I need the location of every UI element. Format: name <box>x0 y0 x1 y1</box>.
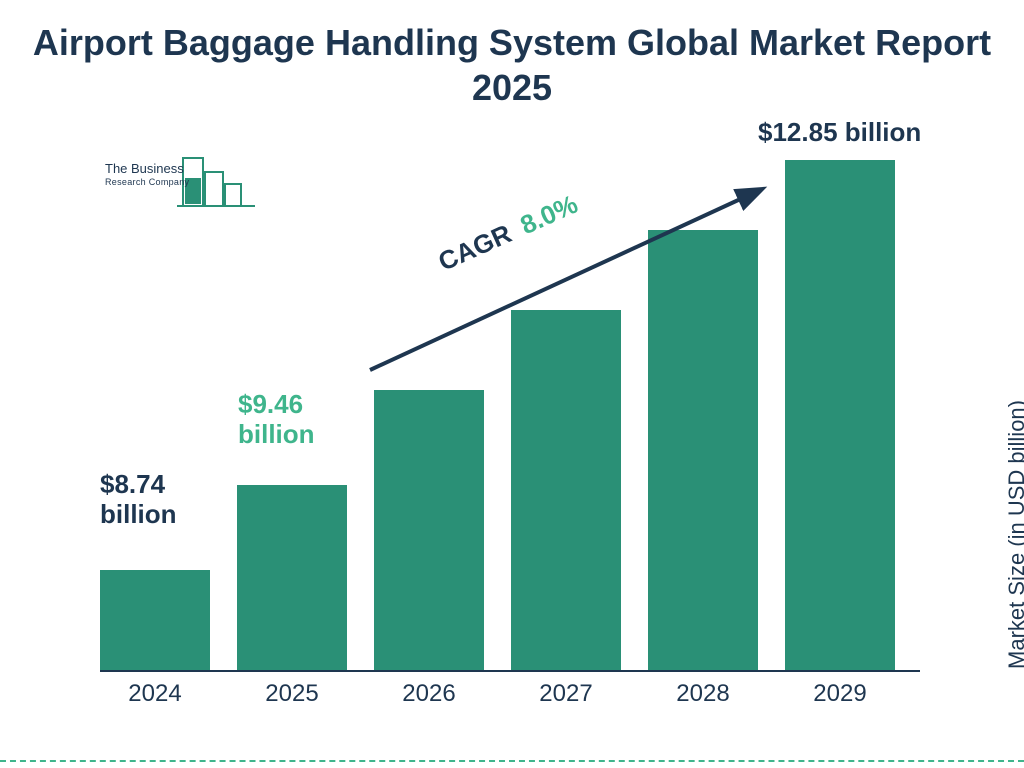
logo-line2: Research Company <box>105 177 189 187</box>
bar-2024 <box>100 570 210 670</box>
x-label-2025: 2025 <box>237 680 347 708</box>
x-label-2029: 2029 <box>785 680 895 708</box>
logo-line1: The Business <box>105 162 189 177</box>
x-label-2026: 2026 <box>374 680 484 708</box>
company-logo-text: The Business Research Company <box>105 162 189 187</box>
bar-2028 <box>648 230 758 670</box>
bar-2025 <box>237 485 347 670</box>
x-label-2024: 2024 <box>100 680 210 708</box>
cagr-annotation: CAGR 8.0% <box>434 189 583 278</box>
value-label-0: $8.74billion <box>100 470 177 530</box>
footer-divider <box>0 760 1024 762</box>
bar-2027 <box>511 310 621 670</box>
x-axis-line <box>100 670 920 672</box>
bar-2026 <box>374 390 484 670</box>
cagr-value: 8.0% <box>516 189 582 241</box>
x-label-2027: 2027 <box>511 680 621 708</box>
x-label-2028: 2028 <box>648 680 758 708</box>
cagr-label: CAGR <box>434 218 516 277</box>
value-label-2: $12.85 billion <box>758 118 921 148</box>
bar-2029 <box>785 160 895 670</box>
value-label-1: $9.46billion <box>238 390 315 450</box>
chart-title: Airport Baggage Handling System Global M… <box>0 20 1024 110</box>
y-axis-label: Market Size (in USD billion) <box>1004 400 1024 669</box>
